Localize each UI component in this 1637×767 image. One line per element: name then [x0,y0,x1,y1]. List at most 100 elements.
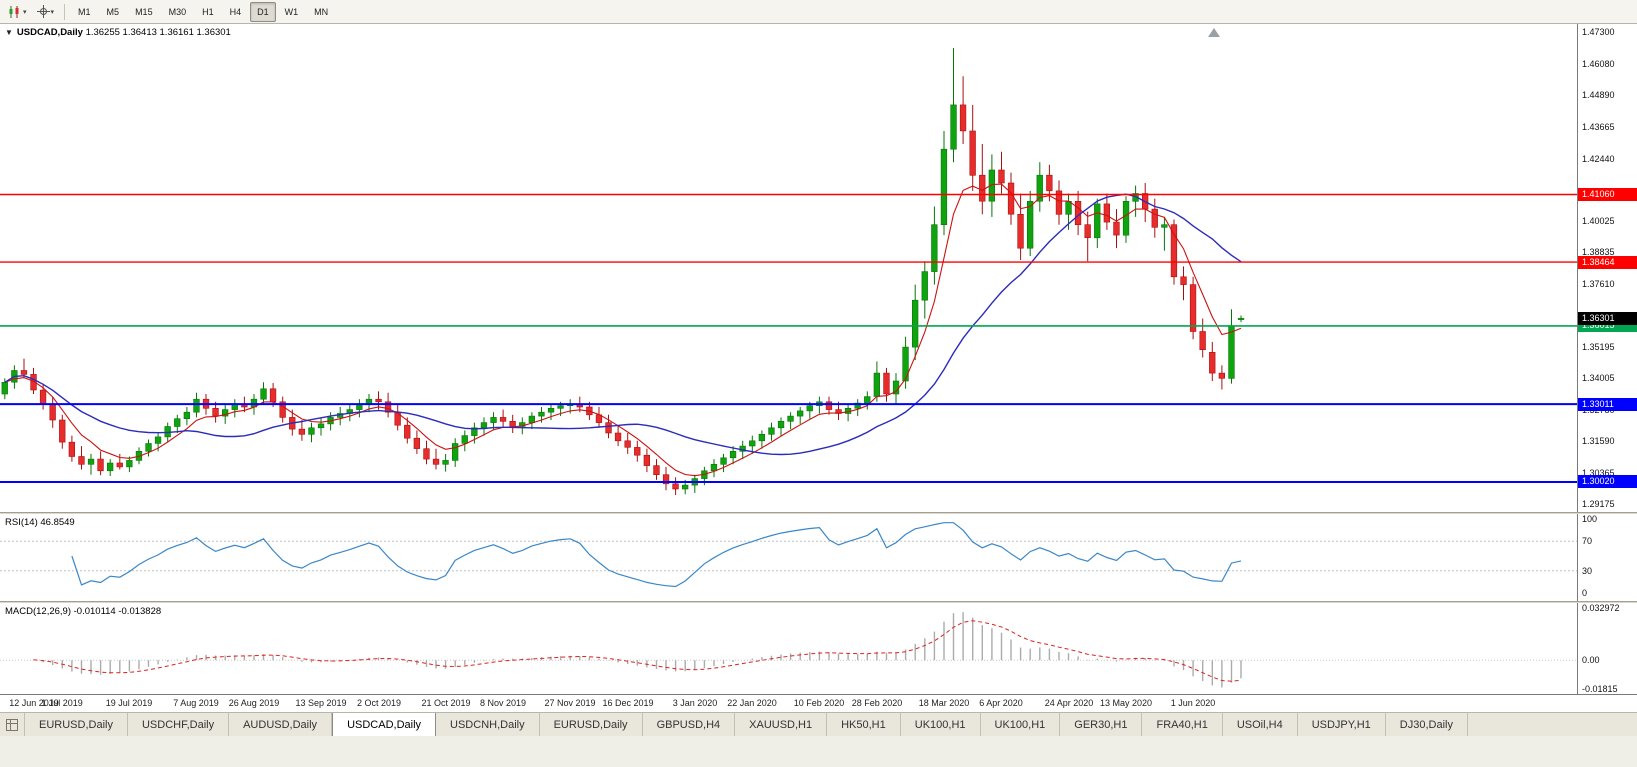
tab-dj30-daily[interactable]: DJ30,Daily [1386,713,1468,736]
tab-gbpusd-h4[interactable]: GBPUSD,H4 [643,713,736,736]
tf-button-d1[interactable]: D1 [250,1,276,22]
tf-button-m30[interactable]: M30 [168,6,187,17]
chevron-down-icon: ▾ [23,8,27,16]
price-line-badge: 1.33011 [1578,398,1637,411]
price-tick: 1.43665 [1582,122,1615,132]
macd-axis[interactable]: 0.032972 0.00 -0.01815 [1577,603,1637,694]
date-label: 19 Jul 2019 [105,698,153,708]
chart-title: ▼ USDCAD,Daily 1.36255 1.36413 1.36161 1.… [5,27,231,38]
tf-button-m1[interactable]: M1 [78,6,91,17]
chart-type-icon[interactable]: ▾ [4,3,31,21]
macd-label: MACD(12,26,9) -0.010114 -0.013828 [5,606,162,617]
date-label: 7 Aug 2019 [173,698,219,708]
date-label: 18 Mar 2020 [918,698,970,708]
tab-uk100-h1[interactable]: UK100,H1 [901,713,981,736]
tab-audusd-daily[interactable]: AUDUSD,Daily [229,713,333,736]
date-label: 1 Jul 2019 [41,698,83,708]
top-toolbar: ▾ ▾ M1 M5 M15 M30 H1 H4 D1 W1 MN [0,0,1637,24]
tab-fra40-h1[interactable]: FRA40,H1 [1142,713,1223,736]
date-label: 13 May 2020 [1099,698,1153,708]
tab-ger30-h1[interactable]: GER30,H1 [1060,713,1143,736]
price-line-badge: 1.38464 [1578,256,1637,269]
tf-button-h4[interactable]: H4 [229,6,242,17]
price-tick: 1.34005 [1582,373,1615,383]
price-axis[interactable]: 1.47300 1.46080 1.44890 1.43665 1.42440 1.400… [1577,24,1637,512]
tf-button-h1[interactable]: H1 [202,6,214,17]
rsi-tick: 0 [1582,588,1588,598]
price-tick: 1.31590 [1582,436,1615,446]
date-label: 22 Jan 2020 [727,698,777,708]
rsi-axis[interactable]: 100 70 30 0 [1577,514,1637,601]
toolbar-separator [64,3,66,20]
macd-canvas[interactable] [0,603,1577,694]
price-tick: 1.29175 [1582,499,1615,509]
tf-button-w1[interactable]: W1 [284,6,299,17]
price-tick: 1.46080 [1582,59,1615,69]
rsi-pane: RSI(14) 46.8549 100 70 30 0 [0,514,1637,601]
date-label: 21 Oct 2019 [421,698,471,708]
date-label: 12 Jun 2019 [9,698,59,708]
price-tick: 1.37610 [1582,279,1615,289]
macd-pane: MACD(12,26,9) -0.010114 -0.013828 0.0329… [0,603,1637,694]
price-tick: 1.30365 [1582,468,1615,478]
chart-title-arrow-icon[interactable]: ▼ [5,28,13,37]
tab-usoil-h4[interactable]: USOil,H4 [1223,713,1298,736]
date-label: 27 Nov 2019 [544,698,596,708]
price-tick: 1.38835 [1582,247,1615,257]
price-line-badge: 1.41060 [1578,188,1637,201]
macd-tick: 0.00 [1582,655,1600,665]
tab-usdcnh-daily[interactable]: USDCNH,Daily [436,713,540,736]
tab-usdcad-daily[interactable]: USDCAD,Daily [332,713,437,736]
macd-tick: -0.01815 [1582,684,1618,694]
date-label: 13 Sep 2019 [295,698,347,708]
tab-list-icon[interactable] [0,713,25,736]
chart-symbol-label: USDCAD,Daily [16,27,83,38]
chevron-down-icon: ▾ [50,8,55,16]
main-price-pane: ▼ USDCAD,Daily 1.36255 1.36413 1.36161 1.… [0,24,1637,512]
rsi-tick: 100 [1582,514,1598,524]
date-label: 2 Oct 2019 [356,698,402,708]
date-label: 6 Apr 2020 [979,698,1023,708]
price-tick: 1.35195 [1582,342,1615,352]
date-label: 26 Aug 2019 [228,698,280,708]
crosshair-icon[interactable]: ▾ [33,3,59,20]
tab-usdchf-daily[interactable]: USDCHF,Daily [128,713,230,736]
timeframe-buttons: M1 M5 M15 M30 H1 H4 D1 W1 MN [70,1,336,22]
date-label: 10 Feb 2020 [793,698,845,708]
tab-eurusd-daily[interactable]: EURUSD,Daily [25,713,128,736]
date-label: 3 Jan 2020 [672,698,718,708]
date-label: 16 Dec 2019 [602,698,654,708]
tab-usdjpy-h1[interactable]: USDJPY,H1 [1298,713,1386,736]
tab-uk100-h1[interactable]: UK100,H1 [981,713,1061,736]
price-tick: 1.40025 [1582,216,1615,226]
price-tick: 1.47300 [1582,27,1615,37]
price-line-badge: 1.30020 [1578,475,1637,488]
macd-tick: 0.032972 [1582,603,1620,613]
price-tick: 1.42440 [1582,154,1615,164]
chart-window: ▼ USDCAD,Daily 1.36255 1.36413 1.36161 1.… [0,24,1637,712]
current-price-badge: 1.36301 [1578,312,1637,325]
grid-glyph [6,718,18,731]
tab-eurusd-daily[interactable]: EURUSD,Daily [540,713,643,736]
tf-button-mn[interactable]: MN [314,6,329,17]
chart-ohlc-values: 1.36255 1.36413 1.36161 1.36301 [85,27,231,38]
chart-shift-marker[interactable] [1208,28,1220,37]
date-label: 24 Apr 2020 [1044,698,1094,708]
main-chart-canvas[interactable] [0,24,1577,512]
rsi-tick: 30 [1582,566,1593,576]
pane-splitter[interactable] [0,512,1637,514]
rsi-label: RSI(14) 46.8549 [5,517,75,528]
tf-button-m15[interactable]: M15 [135,6,153,17]
date-label: 28 Feb 2020 [851,698,903,708]
rsi-canvas[interactable] [0,514,1577,601]
crosshair-glyph [36,5,50,18]
date-axis[interactable]: 12 Jun 2019 1 Jul 2019 19 Jul 2019 7 Aug 20… [0,694,1637,712]
rsi-tick: 70 [1582,536,1593,546]
date-label: 8 Nov 2019 [479,698,527,708]
chart-tabbar: EURUSD,Daily USDCHF,Daily AUDUSD,Daily USDC… [0,712,1637,736]
pane-splitter[interactable] [0,601,1637,603]
date-label: 1 Jun 2020 [1170,698,1216,708]
tf-button-m5[interactable]: M5 [106,6,120,17]
tab-xauusd-h1[interactable]: XAUUSD,H1 [735,713,828,736]
tab-hk50-h1[interactable]: HK50,H1 [827,713,901,736]
